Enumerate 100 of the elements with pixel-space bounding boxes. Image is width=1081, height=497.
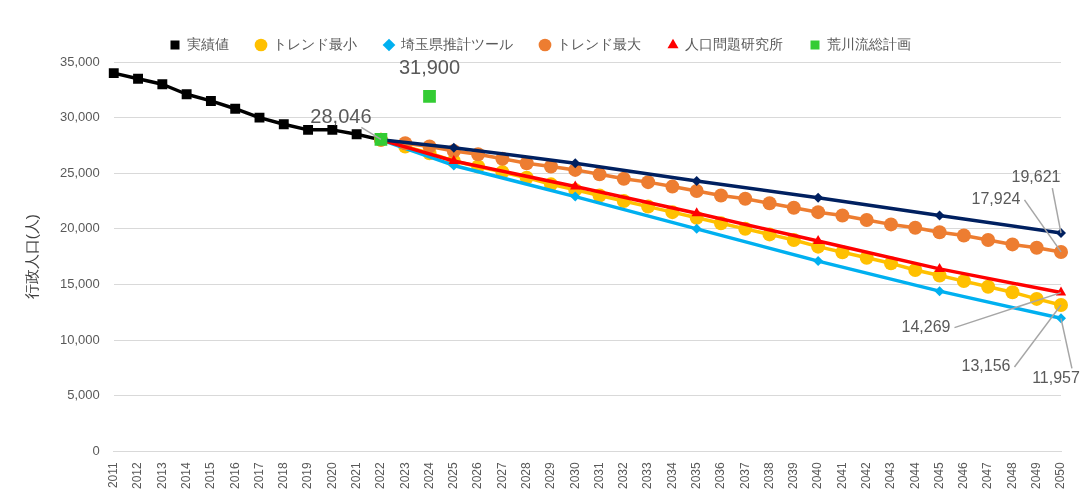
point <box>813 256 824 267</box>
point <box>691 223 702 234</box>
x-tick-label: 2033 <box>640 461 655 490</box>
x-tick-label: 2032 <box>616 461 631 490</box>
x-tick-label: 2036 <box>713 461 728 490</box>
x-tick-label: 2042 <box>859 461 874 490</box>
data-label: 19,621 <box>1011 168 1061 186</box>
x-tick-label: 2012 <box>130 461 145 490</box>
point <box>570 158 581 169</box>
point <box>1029 240 1044 255</box>
y-tick-label: 5,000 <box>67 387 100 403</box>
point <box>689 184 704 199</box>
x-tick-label: 2018 <box>276 461 291 490</box>
data-label: 14,269 <box>901 318 951 335</box>
data-label: 13,156 <box>961 357 1011 375</box>
point <box>738 191 753 206</box>
y-tick-label: 25,000 <box>60 164 100 180</box>
x-tick-label: 2015 <box>203 461 218 490</box>
point <box>934 286 945 297</box>
x-tick-label: 2040 <box>810 461 825 490</box>
point <box>351 129 362 140</box>
point <box>133 73 143 84</box>
point <box>691 207 702 217</box>
x-tick-label: 2013 <box>154 461 169 490</box>
x-tick-label: 2024 <box>421 461 436 490</box>
point <box>1005 285 1020 300</box>
point <box>762 196 777 211</box>
data-label: 28,046 <box>310 104 372 127</box>
x-tick-label: 2030 <box>567 461 582 490</box>
point <box>108 68 119 79</box>
x-tick-label: 2045 <box>931 461 946 490</box>
legend-label: 人口問題研究所 <box>684 35 783 52</box>
point <box>981 279 996 294</box>
x-tick-label: 2050 <box>1053 461 1068 490</box>
point <box>932 225 947 240</box>
point <box>813 192 824 203</box>
x-tick-label: 2023 <box>397 461 412 490</box>
point <box>570 180 581 190</box>
x-tick-label: 2019 <box>300 461 315 490</box>
point <box>230 103 241 114</box>
x-tick-label: 2047 <box>980 461 995 490</box>
x-tick-label: 2031 <box>591 461 606 490</box>
x-tick-label: 2048 <box>1004 461 1019 490</box>
point <box>981 232 996 247</box>
y-tick-label: 0 <box>92 442 100 458</box>
x-tick-label: 2020 <box>324 461 339 490</box>
y-tick-label: 10,000 <box>60 331 100 347</box>
x-tick-label: 2035 <box>688 461 703 490</box>
data-label: 11,957 <box>1032 368 1080 386</box>
legend-label: トレンド最大 <box>556 35 641 52</box>
data-label: 31,900 <box>398 56 461 78</box>
x-tick-label: 2044 <box>907 461 922 490</box>
point <box>934 262 945 272</box>
point <box>1054 244 1068 259</box>
point <box>691 176 702 187</box>
x-tick-label: 2046 <box>956 461 971 490</box>
legend-label: 実績値 <box>186 35 229 52</box>
x-tick-label: 2043 <box>883 461 898 490</box>
point <box>157 79 168 90</box>
x-tick-label: 2011 <box>106 461 121 489</box>
point <box>665 179 680 194</box>
point <box>181 89 192 100</box>
point <box>713 188 728 203</box>
x-tick-label: 2022 <box>373 461 388 490</box>
point <box>934 210 945 221</box>
point <box>812 235 824 245</box>
point <box>786 200 801 215</box>
point <box>254 112 265 123</box>
x-tick-label: 2034 <box>664 461 679 490</box>
x-tick-label: 2049 <box>1029 461 1044 490</box>
y-tick-label: 15,000 <box>60 276 100 292</box>
x-tick-label: 2041 <box>834 461 849 490</box>
point <box>448 155 459 164</box>
point <box>1005 237 1020 252</box>
point <box>205 95 216 106</box>
legend-label: 埼玉県推計ツール <box>399 35 513 52</box>
point <box>956 274 971 289</box>
point <box>908 220 923 235</box>
data-label: 17,924 <box>971 190 1021 208</box>
point <box>835 208 850 223</box>
point <box>303 124 314 135</box>
y-tick-label: 20,000 <box>60 220 100 236</box>
x-tick-label: 2038 <box>761 461 776 490</box>
point <box>883 217 898 232</box>
x-tick-label: 2037 <box>737 461 752 490</box>
x-tick-label: 2028 <box>518 461 533 490</box>
legend-label: 荒川流総計画 <box>826 35 911 52</box>
y-tick-label: 35,000 <box>60 53 100 69</box>
x-tick-label: 2039 <box>786 461 801 490</box>
x-tick-label: 2026 <box>470 461 485 490</box>
point <box>908 263 923 277</box>
x-tick-label: 2027 <box>494 461 509 490</box>
point <box>859 212 874 227</box>
y-tick-label: 30,000 <box>60 109 100 125</box>
point <box>592 167 607 182</box>
point <box>956 228 971 243</box>
legend-label: トレンド最小 <box>272 35 357 52</box>
point <box>1054 297 1068 312</box>
x-tick-label: 2017 <box>251 461 266 490</box>
point <box>641 175 656 190</box>
